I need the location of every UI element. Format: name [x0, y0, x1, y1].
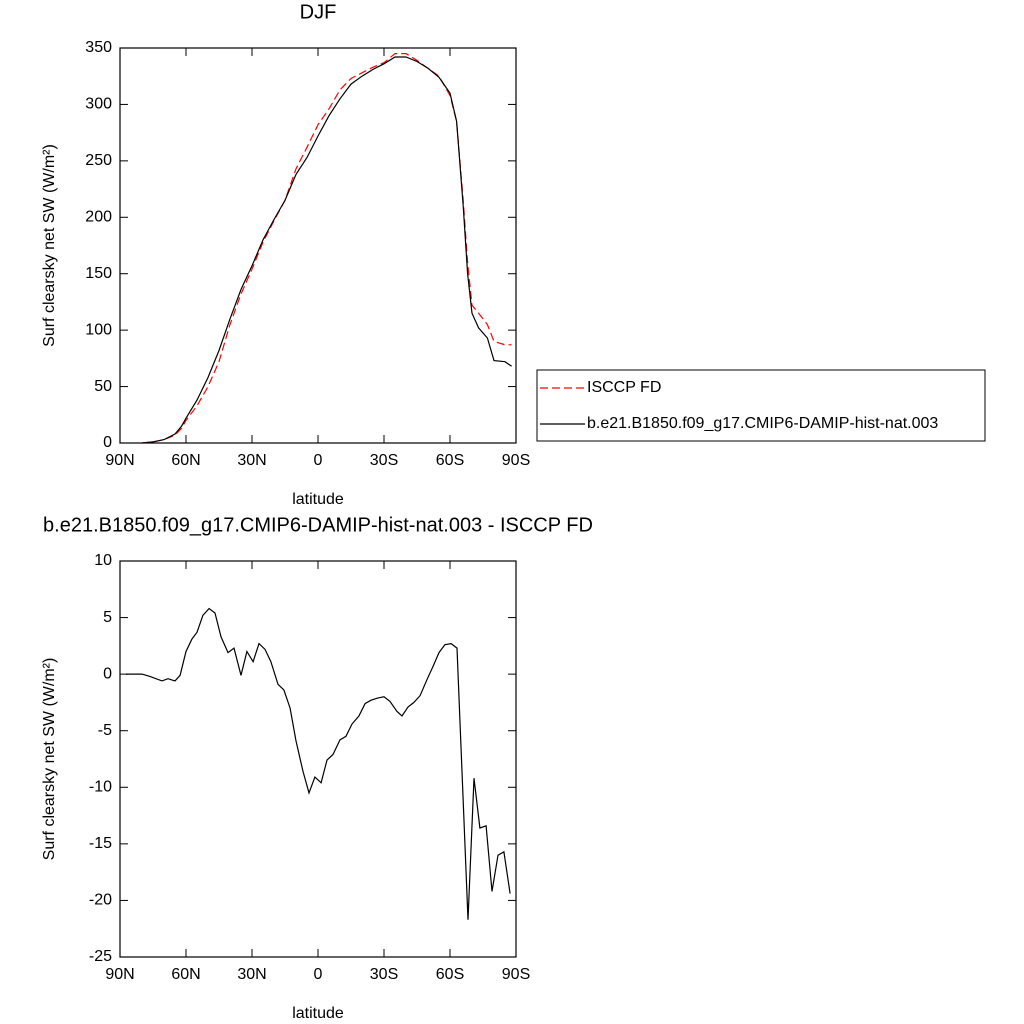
y-tick-label: 50: [94, 378, 112, 395]
x-axis-label: latitude: [292, 1005, 344, 1022]
x-tick-label: 60S: [436, 452, 464, 469]
data-line: [125, 607, 511, 920]
x-tick-label: 90S: [502, 452, 530, 469]
y-tick-label: -5: [98, 722, 112, 739]
data-line: [141, 56, 512, 444]
x-axis-label: latitude: [292, 491, 344, 508]
y-tick-label: -20: [89, 892, 112, 909]
x-tick-label: 90N: [105, 966, 134, 983]
x-tick-label: 0: [314, 452, 323, 469]
x-tick-label: 90S: [502, 966, 530, 983]
chart-title: b.e21.B1850.f09_g17.CMIP6-DAMIP-hist-nat…: [43, 514, 593, 536]
chart-title: DJF: [300, 1, 337, 23]
y-tick-label: 350: [85, 39, 112, 56]
data-line: [141, 53, 512, 444]
legend-label: b.e21.B1850.f09_g17.CMIP6-DAMIP-hist-nat…: [587, 415, 938, 432]
x-tick-label: 60N: [171, 452, 200, 469]
x-tick-label: 30S: [370, 452, 398, 469]
y-tick-label: -15: [89, 835, 112, 852]
x-tick-label: 30N: [237, 452, 266, 469]
plot-frame: [119, 560, 517, 958]
y-axis-label: Surf clearsky net SW (W/m²): [41, 658, 58, 861]
x-tick-label: 90N: [105, 452, 134, 469]
x-tick-label: 0: [314, 966, 323, 983]
y-tick-label: -10: [89, 779, 112, 796]
y-tick-label: 300: [85, 96, 112, 113]
y-tick-label: 150: [85, 265, 112, 282]
legend-box: [536, 369, 986, 442]
x-tick-label: 30S: [370, 966, 398, 983]
x-tick-label: 60N: [171, 966, 200, 983]
legend-label: ISCCP FD: [587, 379, 661, 396]
y-tick-label: 250: [85, 152, 112, 169]
y-tick-label: -25: [89, 948, 112, 965]
y-axis-label: Surf clearsky net SW (W/m²): [41, 144, 58, 347]
x-tick-label: 30N: [237, 966, 266, 983]
y-tick-label: 200: [85, 209, 112, 226]
y-tick-label: 0: [103, 434, 112, 451]
y-tick-label: 100: [85, 321, 112, 338]
y-tick-label: 10: [94, 552, 112, 569]
y-tick-label: 0: [103, 665, 112, 682]
y-tick-label: 5: [103, 609, 112, 626]
x-tick-label: 60S: [436, 966, 464, 983]
plot-frame: [119, 47, 517, 444]
